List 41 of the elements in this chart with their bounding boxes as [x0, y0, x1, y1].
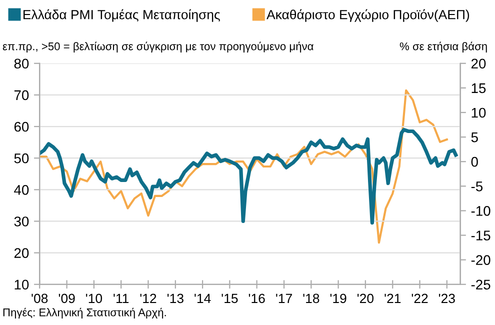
- text: Πηγές: Ελληνική Στατιστική Αρχή.: [3, 308, 166, 318]
- y-axis-title: επ.πρ., >50 = βελτίωση σε σύγκριση με τον προηγούμενο μήνα: [2, 42, 314, 52]
- y2-tick-label: -25: [471, 280, 490, 290]
- y2-tick-label: 5: [471, 132, 478, 142]
- y2-tick-label: -5: [471, 182, 483, 192]
- legend-label: Ακαθάριστο Εγχώριο Προϊόν(ΑΕΠ): [266, 9, 470, 22]
- x-tick-label: '23: [438, 294, 455, 304]
- x-tick-label: '12: [140, 294, 156, 303]
- line-series: [40, 128, 458, 225]
- x-tick-label: '16: [248, 294, 265, 304]
- x-tick-label: '08: [32, 294, 48, 304]
- y2-tick-label: 10: [472, 108, 486, 118]
- y2-tick-label: 0: [471, 156, 478, 167]
- y-tick-label: 10: [14, 280, 29, 290]
- y2-tick-label: 20: [471, 58, 486, 69]
- y-tick-label: 60: [14, 122, 29, 132]
- line-series: [40, 89, 448, 244]
- y2-tick-label: -20: [471, 255, 490, 265]
- y2-tick-label: 15: [472, 83, 486, 94]
- x-tick-label: '14: [194, 294, 211, 303]
- x-tick-label: '13: [167, 294, 184, 304]
- y-tick-label: 20: [14, 248, 29, 258]
- x-tick-label: '11: [114, 294, 129, 303]
- x-tick-label: '19: [330, 294, 346, 304]
- x-tick-label: '22: [412, 294, 428, 303]
- y-tick-label: 70: [14, 90, 29, 100]
- y-tick-label: 80: [14, 58, 29, 69]
- y2-tick-label: -10: [471, 206, 490, 216]
- y2-tick-label: -15: [471, 230, 490, 240]
- x-tick-label: '21: [384, 294, 401, 303]
- y-tick-label: 30: [14, 216, 29, 226]
- y-tick-label: 50: [14, 153, 29, 164]
- y2-axis-title: % σε ετήσια βάση: [400, 42, 487, 52]
- x-tick-label: '20: [357, 294, 374, 304]
- x-tick-label: '09: [58, 294, 75, 304]
- x-tick-label: '18: [303, 294, 320, 304]
- x-tick-label: '15: [222, 294, 238, 304]
- legend-label: Ελλάδα PMI Τομέας Μεταποίησης: [24, 9, 220, 22]
- x-tick-label: '17: [276, 294, 292, 303]
- x-tick-label: '10: [86, 294, 102, 304]
- y-tick-label: 40: [14, 184, 29, 195]
